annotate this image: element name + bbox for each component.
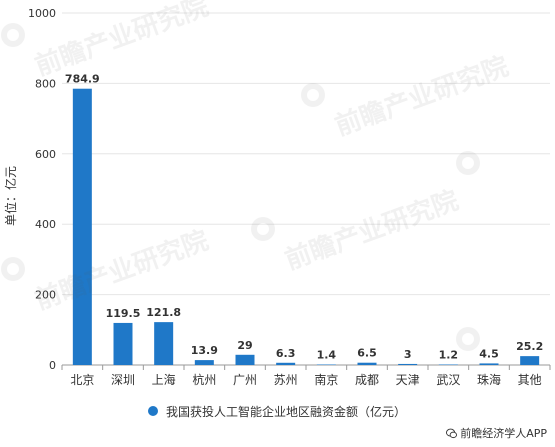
data-label: 3 — [404, 348, 412, 361]
bars — [72, 88, 540, 365]
data-label: 6.5 — [357, 347, 377, 360]
x-tick-label: 深圳 — [111, 373, 135, 387]
bar — [479, 363, 499, 365]
y-axis-label: 单位：亿元 — [3, 166, 18, 226]
data-label: 25.2 — [516, 340, 543, 353]
bar — [357, 362, 377, 365]
x-tick-label: 苏州 — [274, 373, 298, 387]
bar — [316, 364, 336, 365]
bar — [235, 354, 255, 365]
data-label: 29 — [237, 339, 252, 352]
bar — [113, 322, 133, 365]
bar — [520, 356, 540, 365]
x-tick-label: 杭州 — [192, 372, 216, 387]
bar — [194, 360, 214, 365]
data-label: 121.8 — [146, 306, 181, 319]
data-label: 119.5 — [106, 307, 141, 320]
wechat-icon — [446, 428, 458, 438]
x-tick-label: 北京 — [70, 373, 94, 387]
data-label: 1.4 — [317, 349, 337, 362]
legend-label: 我国获投人工智能企业地区融资金额（亿元） — [166, 404, 407, 419]
bar — [276, 362, 296, 365]
data-label: 1.2 — [439, 349, 459, 362]
x-tick-label: 广州 — [233, 373, 257, 387]
y-tick-label: 1000 — [28, 7, 56, 20]
axes: 0 200 400 600 800 1000 北京 深圳 上海 杭州 广州 苏州 南京 成都 天津 武汉 珠海 其… — [28, 7, 551, 387]
legend: 我国获投人工智能企业地区融资金额（亿元） — [148, 402, 406, 420]
x-tick-label: 上海 — [152, 372, 176, 387]
x-tick-label: 天津 — [396, 373, 420, 387]
x-tick-label: 南京 — [314, 372, 338, 387]
y-tick-label: 800 — [35, 77, 56, 90]
data-labels: 784.9 119.5 121.8 13.9 29 6.3 1.4 6.5 3 1.2 4.5 25.… — [65, 73, 543, 362]
gridlines — [62, 12, 550, 296]
x-tick-label: 成都 — [355, 373, 379, 387]
credit-text: 前瞻经济学人APP — [460, 427, 547, 440]
y-tick-label: 200 — [35, 289, 56, 302]
data-label: 6.3 — [276, 347, 296, 360]
x-tick-label: 武汉 — [436, 373, 460, 387]
bar — [154, 322, 174, 365]
bar — [438, 364, 458, 365]
legend-marker-icon — [148, 406, 158, 416]
x-tick-label: 其他 — [518, 373, 542, 387]
y-tick-label: 400 — [35, 218, 56, 231]
data-label: 4.5 — [479, 347, 499, 360]
y-tick-label: 600 — [35, 148, 56, 161]
x-tick-label: 珠海 — [477, 372, 501, 387]
source-credit: 前瞻经济学人APP — [446, 425, 547, 441]
data-label: 13.9 — [191, 344, 218, 357]
data-label: 784.9 — [65, 73, 100, 86]
bar — [398, 363, 418, 365]
bar — [72, 88, 92, 365]
y-tick-label: 0 — [49, 359, 56, 372]
